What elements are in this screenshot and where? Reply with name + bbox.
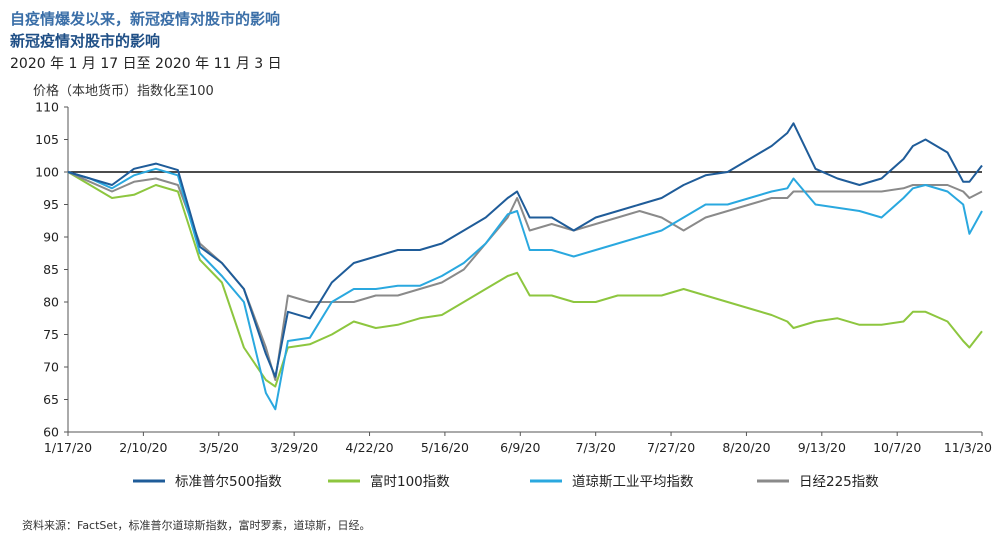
x-tick-label: 7/3/20	[576, 440, 616, 455]
x-tick-label: 3/5/20	[199, 440, 239, 455]
x-tick-label: 6/9/20	[500, 440, 540, 455]
axes: 60 65 70 75 80 85 90 95 100 105 110 1/17/20 2/10/20 3…	[35, 100, 992, 456]
x-tick-label: 8/20/20	[722, 440, 770, 455]
series-lines	[67, 122, 983, 411]
x-tick-label: 3/29/20	[270, 440, 318, 455]
x-tick-label: 11/3/20	[944, 440, 992, 455]
date-range: 2020 年 1 月 17 日至 2020 年 11 月 3 日	[10, 56, 282, 72]
y-tick-label: 110	[35, 100, 59, 115]
x-tick-label: 9/13/20	[798, 440, 846, 455]
y-tick-label: 95	[43, 197, 59, 212]
series-line-3	[67, 167, 983, 411]
source-note: 资料来源：FactSet，标准普尔道琼斯指数，富时罗素，道琼斯，日经。	[22, 519, 371, 532]
legend-label: 日经225指数	[799, 474, 879, 490]
y-tick-label: 85	[43, 262, 59, 277]
x-tick-label: 4/22/20	[345, 440, 393, 455]
y-axis-label: 价格（本地货币）指数化至100	[33, 84, 214, 99]
x-tick-label: 5/16/20	[421, 440, 469, 455]
chart-subtitle: 新冠疫情对股市的影响	[10, 32, 161, 50]
y-tick-label: 80	[43, 295, 59, 310]
x-tick-label: 10/7/20	[873, 440, 921, 455]
x-tick-label: 2/10/20	[119, 440, 167, 455]
series-line-2	[67, 171, 983, 388]
legend-label: 富时100指数	[370, 473, 450, 490]
y-tick-label: 70	[43, 360, 59, 375]
x-tick-label: 7/27/20	[647, 440, 695, 455]
y-tick-label: 100	[35, 165, 59, 180]
y-tick-label: 90	[43, 230, 59, 245]
legend-label: 道琼斯工业平均指数	[572, 474, 694, 490]
y-tick-label: 65	[43, 392, 59, 407]
y-tick-label: 105	[35, 132, 59, 147]
series-line-4	[67, 171, 983, 381]
series-line-1	[67, 122, 983, 378]
y-tick-label: 60	[43, 425, 59, 440]
chart-title: 自疫情爆发以来，新冠疫情对股市的影响	[10, 10, 281, 28]
x-tick-label: 1/17/20	[44, 440, 92, 455]
y-tick-label: 75	[43, 327, 59, 342]
legend: 标准普尔500指数 富时100指数 道琼斯工业平均指数 日经225指数	[133, 473, 879, 490]
legend-label: 标准普尔500指数	[175, 474, 282, 490]
